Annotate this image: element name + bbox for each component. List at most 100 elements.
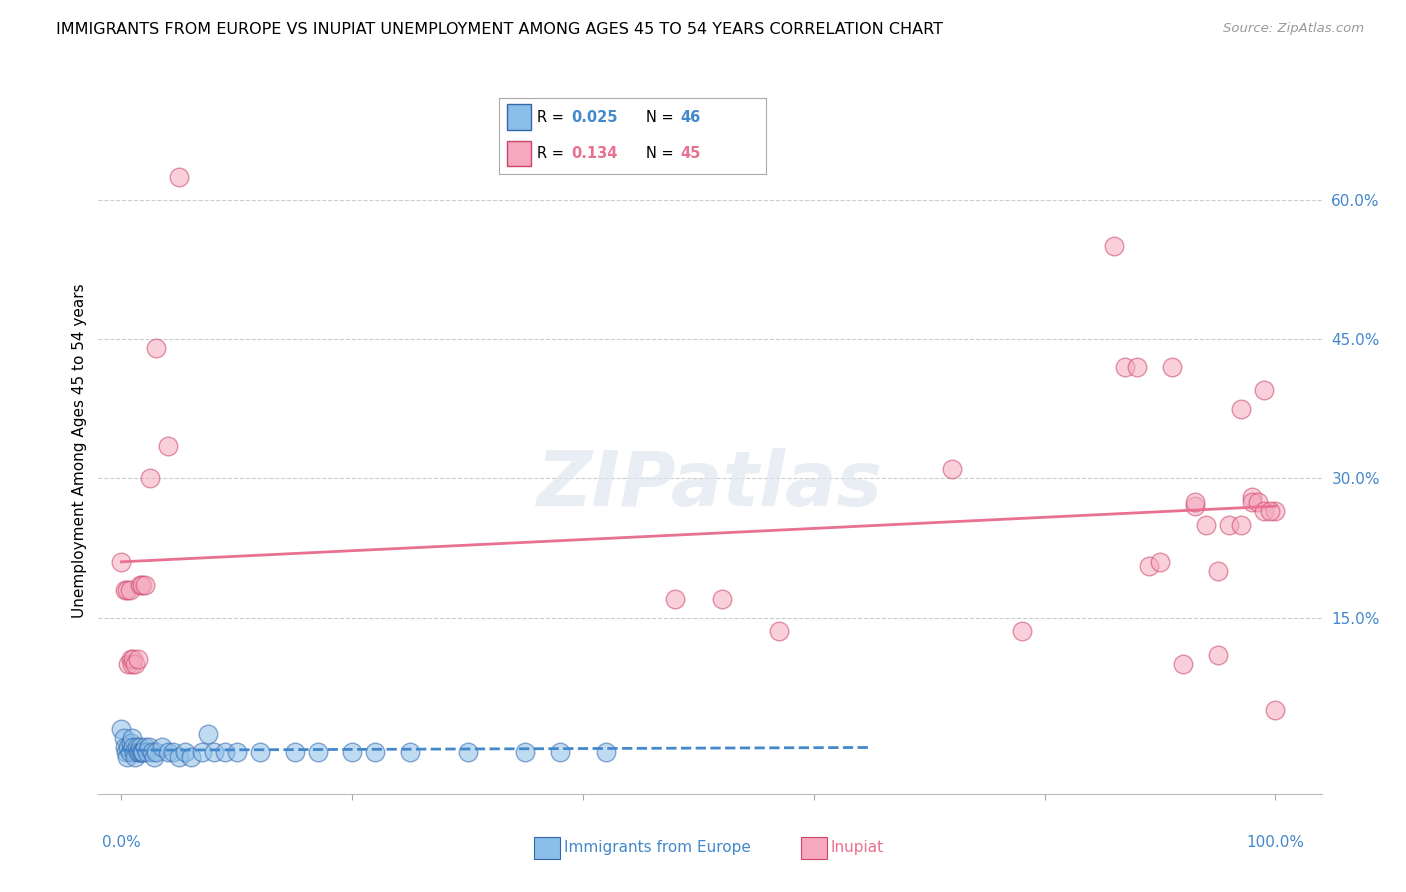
Point xyxy=(141,745,163,759)
Point xyxy=(110,722,132,736)
Point xyxy=(139,471,162,485)
Point xyxy=(1241,490,1264,504)
Point xyxy=(1253,504,1275,518)
Text: 100.0%: 100.0% xyxy=(1247,835,1305,850)
Point xyxy=(1195,517,1218,532)
Point xyxy=(1206,564,1229,578)
Point xyxy=(120,652,142,666)
Text: 0.025: 0.025 xyxy=(571,110,617,125)
Point xyxy=(117,657,139,671)
Point xyxy=(1114,359,1136,374)
Bar xyxy=(508,104,531,130)
Point xyxy=(1184,494,1206,508)
Text: 0.0%: 0.0% xyxy=(103,835,141,850)
Text: Source: ZipAtlas.com: Source: ZipAtlas.com xyxy=(1223,22,1364,36)
Point xyxy=(1173,657,1195,671)
Point xyxy=(225,745,247,759)
Point xyxy=(135,745,157,759)
Point xyxy=(284,745,307,759)
Point xyxy=(595,745,617,759)
Point xyxy=(156,745,179,759)
Point xyxy=(118,582,141,597)
Point xyxy=(156,439,179,453)
Point xyxy=(457,745,479,759)
Point xyxy=(1230,401,1253,416)
Point xyxy=(167,169,190,184)
Text: Immigrants from Europe: Immigrants from Europe xyxy=(564,840,751,855)
Point xyxy=(115,745,138,759)
Point xyxy=(548,745,571,759)
Point xyxy=(112,731,135,746)
Point xyxy=(1253,383,1275,397)
Point xyxy=(342,745,364,759)
Point xyxy=(145,342,167,356)
Bar xyxy=(508,141,531,166)
Text: 46: 46 xyxy=(681,110,702,125)
Point xyxy=(117,749,139,764)
Point xyxy=(1011,624,1033,639)
Text: IMMIGRANTS FROM EUROPE VS INUPIAT UNEMPLOYMENT AMONG AGES 45 TO 54 YEARS CORRELA: IMMIGRANTS FROM EUROPE VS INUPIAT UNEMPL… xyxy=(56,22,943,37)
Point xyxy=(768,624,790,639)
Text: N =: N = xyxy=(645,146,678,161)
Point xyxy=(128,745,150,759)
Point xyxy=(124,657,146,671)
Y-axis label: Unemployment Among Ages 45 to 54 years: Unemployment Among Ages 45 to 54 years xyxy=(72,283,87,618)
Point xyxy=(1264,504,1286,518)
Point xyxy=(664,591,686,606)
Text: N =: N = xyxy=(645,110,678,125)
Point xyxy=(127,745,149,759)
Point xyxy=(120,736,142,750)
Point xyxy=(197,726,219,740)
Text: Inupiat: Inupiat xyxy=(831,840,884,855)
Point xyxy=(117,740,139,755)
Point xyxy=(1218,517,1240,532)
Point xyxy=(122,740,145,755)
Point xyxy=(138,740,160,755)
Point xyxy=(131,745,153,759)
Point xyxy=(122,652,145,666)
Point xyxy=(1264,703,1286,717)
Point xyxy=(114,582,136,597)
Point xyxy=(249,745,271,759)
Point xyxy=(110,555,132,569)
Point xyxy=(117,582,139,597)
Point xyxy=(1206,648,1229,662)
Point xyxy=(1247,494,1270,508)
Point xyxy=(364,745,387,759)
Point xyxy=(127,652,149,666)
Point xyxy=(399,745,422,759)
Point xyxy=(124,749,146,764)
Point xyxy=(307,745,329,759)
Text: 0.134: 0.134 xyxy=(571,146,617,161)
Text: 45: 45 xyxy=(681,146,702,161)
Point xyxy=(214,745,236,759)
Point xyxy=(150,740,173,755)
Point xyxy=(202,745,225,759)
Point xyxy=(174,745,197,759)
Point xyxy=(122,745,145,759)
Point xyxy=(129,745,152,759)
Point xyxy=(1230,517,1253,532)
Point xyxy=(125,740,148,755)
Point xyxy=(1149,555,1171,569)
Point xyxy=(132,745,155,759)
Point xyxy=(1241,494,1264,508)
Point xyxy=(1126,359,1149,374)
Point xyxy=(710,591,733,606)
Point xyxy=(1102,239,1125,253)
Point xyxy=(180,749,202,764)
Point xyxy=(167,749,190,764)
Point xyxy=(145,745,167,759)
Text: R =: R = xyxy=(537,146,572,161)
Point xyxy=(1160,359,1182,374)
Point xyxy=(142,749,165,764)
Text: ZIPatlas: ZIPatlas xyxy=(537,448,883,522)
Point xyxy=(1258,504,1281,518)
Point xyxy=(162,745,184,759)
Point xyxy=(114,740,136,755)
Point xyxy=(941,462,963,476)
Point xyxy=(129,578,152,592)
Point xyxy=(191,745,214,759)
Point xyxy=(131,578,153,592)
Point xyxy=(118,745,141,759)
